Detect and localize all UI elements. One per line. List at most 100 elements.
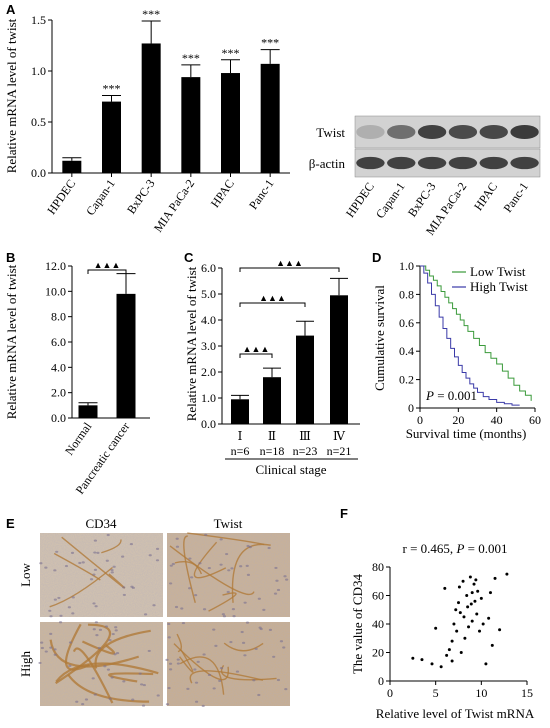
bar [296,335,314,424]
x-tick-label: Ⅱ [268,429,276,443]
cell-nucleus [243,601,247,604]
scatter-point [455,629,459,633]
significance-bracket [87,269,127,274]
cell-nucleus [188,557,192,560]
scatter-point [478,629,482,633]
cell-nucleus [235,670,240,673]
cell-nucleus [71,596,75,599]
cell-nucleus [75,700,79,703]
cell-nucleus [106,668,111,671]
scatter-point [470,591,474,595]
chart-d: 0 0.2 0.4 0.6 0.8 1.0 0 20 40 60 Cumulative surviv… [372,259,541,441]
scatter-point [465,594,469,597]
cell-nucleus [55,550,59,553]
cell-nucleus [112,565,116,568]
blot-row-label: β-actin [309,156,346,171]
y-tick-label: 8.0 [51,310,66,324]
tissue-texture [40,533,163,617]
cell-nucleus [68,641,73,644]
cell-nucleus [262,608,266,611]
cell-nucleus [103,665,107,668]
y-tick-label: 2.0 [51,386,66,400]
cell-nucleus [275,579,279,582]
cell-nucleus [92,573,96,576]
cell-nucleus [44,566,48,569]
cell-nucleus [181,621,186,625]
stained-vessel [65,623,90,671]
cell-nucleus [93,551,97,554]
scatter-point [466,605,470,609]
cell-nucleus [148,554,152,557]
cell-nucleus [89,578,94,581]
y-tick-label: 1.5 [31,13,46,27]
cell-nucleus [219,667,224,670]
scatter-point [498,628,502,632]
legend-label: Low Twist [470,264,526,279]
cell-nucleus [168,662,173,665]
blot-band [387,124,416,140]
y-tick-label: 0.0 [51,411,66,425]
cell-nucleus [57,596,61,600]
cell-nucleus [248,546,252,549]
blot-band [417,156,447,170]
scatter-point [469,602,473,606]
cell-nucleus [202,608,207,611]
cell-nucleus [121,555,125,558]
significance-marker: ▲▲▲ [276,258,303,268]
cell-nucleus [114,629,118,632]
cell-nucleus [49,615,53,618]
chart-a: 0.0 0.5 1.0 1.5 Relative mRNA level of twist… [4,7,290,235]
cell-nucleus [84,698,89,701]
x-tick-label: Ⅲ [299,429,311,443]
y-tick-label: 10.0 [45,284,66,298]
scatter-point [488,591,492,595]
cell-nucleus [110,676,114,679]
survival-curve [420,265,520,406]
bar [181,77,201,173]
bar [141,43,161,174]
cell-nucleus [92,628,96,631]
histology-row-label: Low [18,562,33,586]
histology-row-label: High [18,651,33,678]
cell-nucleus [40,646,44,650]
scatter-point [445,653,449,657]
cell-nucleus [93,568,98,572]
cell-nucleus [180,607,184,610]
stained-vessel [179,656,225,695]
cell-nucleus [243,654,247,657]
y-tick-label: 12.0 [45,259,66,273]
cell-nucleus [53,648,57,651]
tissue-texture [167,533,290,617]
blot-band [387,156,416,170]
y-tick-label: 0.2 [399,373,414,387]
stained-vessel [187,532,265,546]
tissue-texture [167,622,290,706]
cell-nucleus [171,562,175,566]
scatter-point [487,616,491,620]
scatter-point [470,619,474,623]
n-label: n=23 [293,444,318,458]
x-tick-label: 40 [491,413,503,427]
stained-vessel [208,592,237,612]
n-label: n=6 [231,444,250,458]
cell-nucleus [155,547,160,550]
scatter-point [452,622,456,626]
cell-nucleus [167,622,171,626]
y-tick-label: 6.0 [51,335,66,349]
x-axis-label: Clinical stage [255,462,326,477]
cell-nucleus [268,628,273,631]
stained-vessel [183,535,196,603]
cell-nucleus [115,652,120,655]
cell-nucleus [169,668,173,671]
cell-nucleus [231,608,236,611]
cell-nucleus [92,602,96,605]
cell-nucleus [279,640,284,643]
blot-lane-label: HPDEC [343,180,377,220]
histology-column-label: Twist [214,516,243,531]
cell-nucleus [67,606,71,609]
y-tick-label: 0.0 [201,417,216,431]
cell-nucleus [194,700,199,703]
cell-nucleus [175,545,180,548]
